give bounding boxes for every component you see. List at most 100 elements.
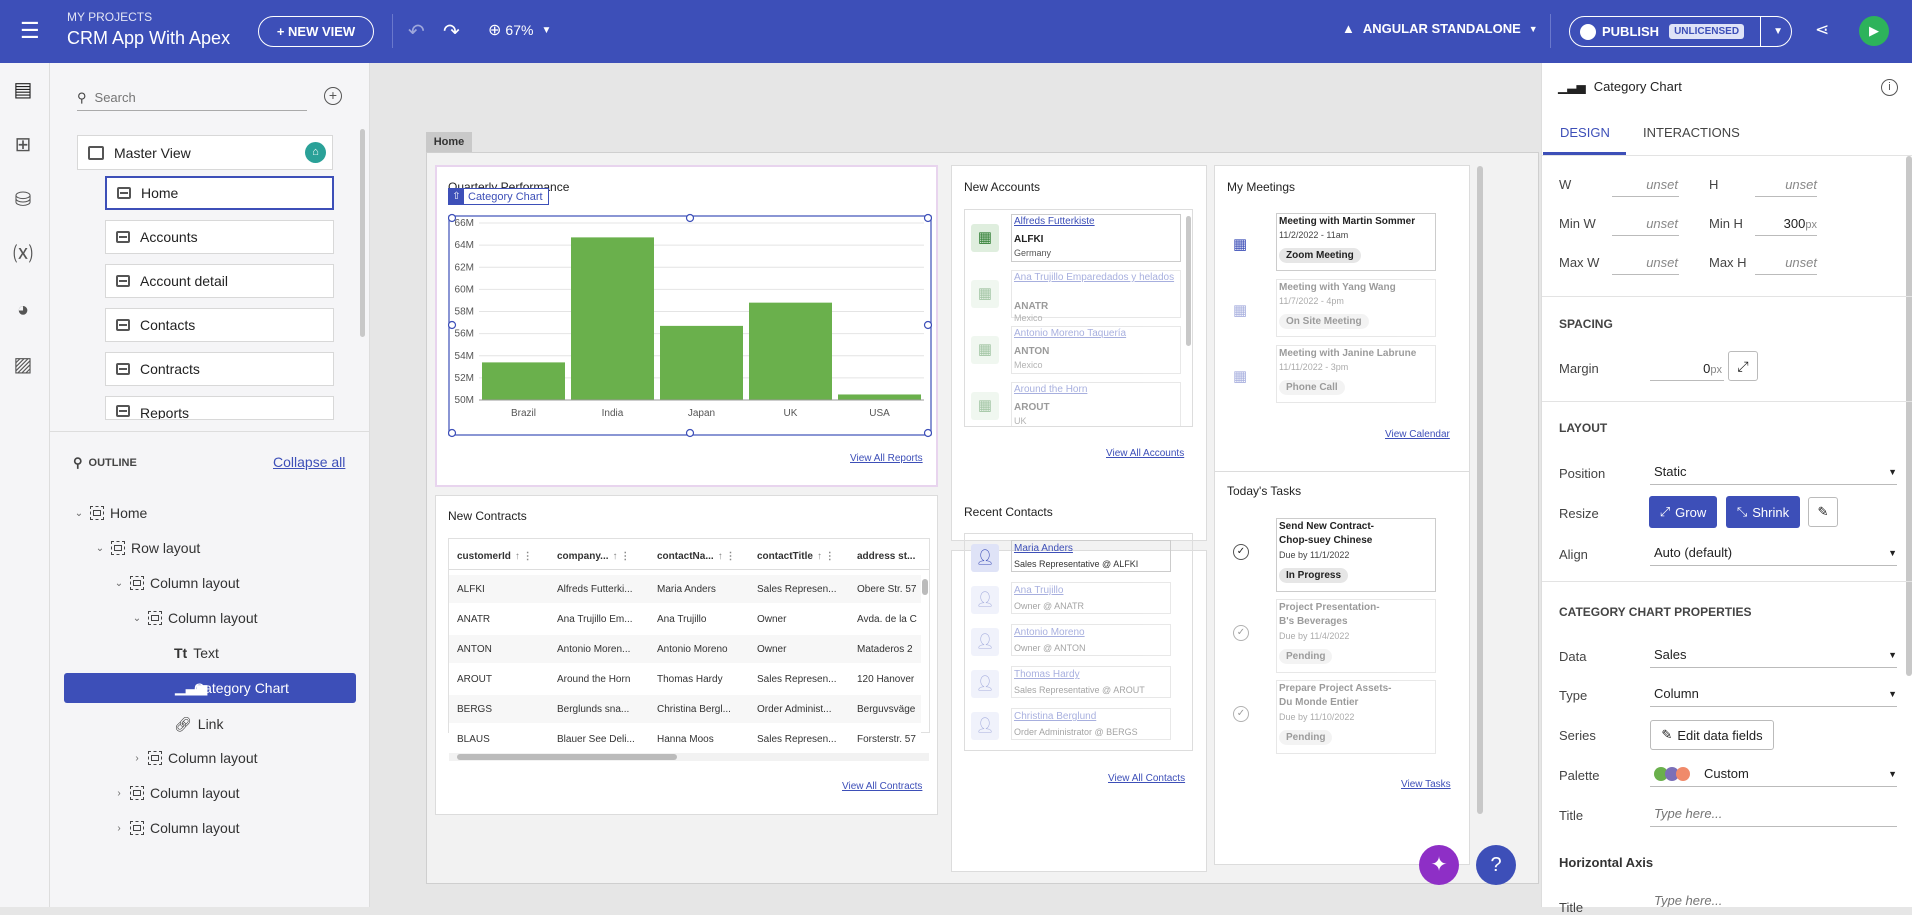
meetings-list[interactable]: ▦ Meeting with Martin Sommer 11/2/2022 - 1… — [1227, 213, 1457, 443]
chevron-down-icon[interactable]: ▼ — [1773, 26, 1783, 37]
meeting-item[interactable]: ▦ Meeting with Martin Sommer 11/2/2022 - 1… — [1227, 213, 1457, 275]
page-item-home[interactable]: Home — [105, 176, 334, 210]
check-icon[interactable]: ✓ — [1233, 706, 1249, 722]
grid-header-2[interactable]: contactNa... ↑ ⋮ — [657, 551, 747, 562]
view-accounts-link[interactable]: View All Accounts — [1106, 448, 1185, 459]
table-row[interactable]: BLAUS Blauer See Deli... Hanna Moos Sales R… — [449, 725, 921, 753]
assets-icon[interactable]: ▨ — [13, 354, 33, 376]
view-contracts-link[interactable]: View All Contracts — [842, 781, 923, 792]
contact-item[interactable]: 👤︎ Thomas Hardy Sales Representative @ ARO… — [965, 664, 1185, 702]
page-item-contracts[interactable]: Contracts — [105, 352, 334, 386]
contact-item[interactable]: 👤︎ Antonio Moreno Owner @ ANTON — [965, 622, 1185, 660]
task-item[interactable]: ✓ Project Presentation- B's Beverages Due b… — [1227, 599, 1457, 675]
sort-icon[interactable]: ↑ ⋮ — [717, 551, 736, 562]
zoom-control[interactable]: ⊕ 67% ▼ — [488, 20, 551, 40]
contact-name[interactable]: Maria Anders — [1014, 543, 1073, 554]
table-row[interactable]: ANTON Antonio Moren... Antonio Moreno Owner… — [449, 635, 921, 663]
undo-icon[interactable]: ↶ — [408, 21, 425, 43]
contact-item[interactable]: 👤︎ Maria Anders Sales Representative @ ALF… — [965, 538, 1185, 576]
collapse-all-link[interactable]: Collapse all — [273, 454, 346, 470]
meeting-item[interactable]: ▦ Meeting with Yang Wang 11/7/2022 - 4pm On… — [1227, 279, 1457, 341]
contact-name[interactable]: Ana Trujillo — [1014, 585, 1064, 596]
redo-icon[interactable]: ↷ — [443, 21, 460, 43]
search-icon[interactable]: ⚲ — [73, 455, 83, 470]
project-label[interactable]: MY PROJECTS — [67, 10, 153, 24]
ai-assistant-button[interactable]: ✦ — [1419, 845, 1459, 885]
accounts-scrollbar[interactable] — [1186, 216, 1191, 346]
task-item[interactable]: ✓ Send New Contract- Chop-suey Chinese Due … — [1227, 518, 1457, 594]
shrink-button[interactable]: ⤡ Shrink — [1726, 496, 1800, 528]
search-input[interactable] — [94, 90, 285, 105]
pages-icon[interactable]: ▤ — [13, 79, 33, 101]
share-icon[interactable]: ⋖ — [1815, 20, 1830, 39]
haxis-title-input[interactable] — [1650, 893, 1897, 907]
account-name[interactable]: Alfreds Futterkiste — [1014, 216, 1095, 227]
table-row[interactable]: AROUT Around the Horn Thomas Hardy Sales Re… — [449, 665, 921, 693]
account-item[interactable]: ▦ Alfreds Futterkiste ALFKI Germany — [965, 214, 1185, 266]
margin-input[interactable]: 0px — [1703, 361, 1722, 376]
tree-item-link[interactable]: 🔗︎ Link — [174, 715, 224, 733]
contact-name[interactable]: Antonio Moreno — [1014, 627, 1085, 638]
grid-header-1[interactable]: company... ↑ ⋮ — [557, 551, 647, 562]
account-name[interactable]: Around the Horn — [1014, 384, 1088, 395]
table-row[interactable]: ANATR Ana Trujillo Em... Ana Trujillo Owner… — [449, 605, 921, 633]
select-parent-icon[interactable]: ⇧ — [449, 189, 464, 204]
panel-scrollbar[interactable] — [1906, 156, 1912, 676]
tab-design[interactable]: DESIGN — [1560, 125, 1610, 140]
page-item-account-detail[interactable]: Account detail — [105, 264, 334, 298]
sort-icon[interactable]: ↑ ⋮ — [816, 551, 835, 562]
max-height-input[interactable]: unset — [1785, 255, 1817, 270]
category-chart[interactable]: 66M 64M 62M 60M 58M 56M 54M 52M 50M Brazil India Ja… — [448, 213, 932, 438]
view-tasks-link[interactable]: View Tasks — [1401, 779, 1451, 790]
account-item[interactable]: ▦ Ana Trujillo Emparedados y helados ANATR… — [965, 270, 1185, 323]
chevron-right-icon[interactable]: › — [135, 752, 139, 764]
grid-header-0[interactable]: customerId ↑ ⋮ — [457, 551, 547, 562]
grid-h-scrollbar[interactable] — [449, 753, 929, 761]
grow-button[interactable]: ⤢ Grow — [1649, 496, 1717, 528]
edit-icon[interactable]: ✎ — [1808, 497, 1838, 527]
type-select[interactable]: Column ▼ — [1650, 681, 1897, 707]
framework-select[interactable]: ▲ ANGULAR STANDALONE ▼ — [1342, 21, 1538, 36]
tree-item-column-layout[interactable]: ⌄ Column layout — [112, 572, 240, 594]
account-item[interactable]: ▦ Antonio Moreno Taquería ANTON Mexico — [965, 326, 1185, 378]
margin-link-icon[interactable]: ⤢ — [1728, 351, 1758, 381]
page-scrollbar[interactable] — [1477, 166, 1483, 814]
tree-item-category-chart[interactable]: ▁▃▅ Category Chart — [64, 673, 356, 703]
menu-icon[interactable]: ☰ — [20, 18, 40, 43]
tree-item-home[interactable]: ⌄ Home — [72, 502, 148, 524]
tab-interactions[interactable]: INTERACTIONS — [1643, 125, 1740, 140]
data-select[interactable]: Sales ▼ — [1650, 642, 1897, 668]
account-name[interactable]: Ana Trujillo Emparedados y helados — [1014, 272, 1175, 283]
info-icon[interactable]: i — [1881, 79, 1898, 96]
grid-header-4[interactable]: address st... — [857, 551, 947, 562]
chevron-right-icon[interactable]: › — [117, 822, 121, 834]
theme-icon[interactable]: ◕ — [16, 299, 30, 321]
contact-name[interactable]: Christina Berglund — [1014, 711, 1097, 722]
view-reports-link[interactable]: View All Reports — [850, 453, 923, 464]
chevron-right-icon[interactable]: › — [117, 787, 121, 799]
accounts-list[interactable]: ▦ Alfreds Futterkiste ALFKI Germany ▦ Ana Tru… — [964, 209, 1193, 427]
search-box[interactable]: ⚲ — [77, 85, 307, 111]
account-item[interactable]: ▦ Around the Horn AROUT UK — [965, 382, 1185, 426]
check-icon[interactable]: ✓ — [1233, 625, 1249, 641]
palette-select[interactable]: Custom ▼ — [1650, 761, 1897, 787]
tree-item-column-layout[interactable]: ⌄ Column layout — [130, 607, 258, 629]
contact-name[interactable]: Thomas Hardy — [1014, 669, 1080, 680]
add-view-icon[interactable]: + — [324, 87, 342, 105]
task-item[interactable]: ✓ Prepare Project Assets- Du Monde Entier D… — [1227, 680, 1457, 756]
tree-item-column-layout[interactable]: › Column layout — [112, 817, 239, 839]
tree-item-row-layout[interactable]: ⌄ Row layout — [93, 537, 200, 559]
page-item-accounts[interactable]: Accounts — [105, 220, 334, 254]
run-button[interactable]: ▶ — [1859, 16, 1889, 46]
align-select[interactable]: Auto (default) ▼ — [1650, 540, 1897, 566]
edit-data-fields-button[interactable]: ✎ Edit data fields — [1650, 720, 1774, 750]
chart-title-input[interactable] — [1650, 801, 1897, 827]
grid-header-3[interactable]: contactTitle ↑ ⋮ — [757, 551, 847, 562]
table-row[interactable]: BERGS Berglunds sna... Christina Bergl... O… — [449, 695, 921, 723]
new-view-button[interactable]: + NEW VIEW — [258, 16, 374, 47]
view-calendar-link[interactable]: View Calendar — [1385, 429, 1450, 440]
chevron-down-icon[interactable]: ⌄ — [132, 612, 142, 624]
chevron-down-icon[interactable]: ⌄ — [114, 577, 124, 589]
sort-icon[interactable]: ↑ ⋮ — [612, 551, 631, 562]
page-item-reports[interactable]: Reports — [105, 396, 334, 420]
